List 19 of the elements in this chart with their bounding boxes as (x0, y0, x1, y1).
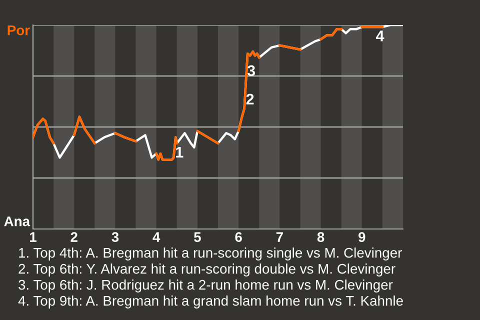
x-tick-label: 7 (276, 232, 283, 242)
text: 3. Top 6th: J. Rodriguez hit a 2-run home run vs M. Clevinger (18, 280, 393, 292)
x-tick-label: 8 (317, 232, 324, 242)
x-tick-label: 2 (70, 232, 78, 242)
annotation: 3 (247, 65, 255, 76)
x-tick-label: 3 (112, 232, 119, 242)
x-tick-label: 5 (194, 232, 201, 242)
x-tick-label: 4 (152, 232, 160, 242)
x-tick-label: 9 (358, 232, 366, 242)
annotation: 4 (376, 30, 384, 42)
text: Por (8, 26, 30, 36)
text: 4. Top 9th: A. Bregman hit a grand slam home run vs T. Kahnle (18, 296, 403, 308)
x-tick-label: 6 (235, 232, 242, 242)
x-tick-label: 1 (30, 232, 36, 242)
annotation: 1 (176, 146, 184, 158)
text: Ana (4, 216, 30, 226)
annotation: 2 (246, 94, 254, 104)
text: 1. Top 4th: A. Bregman hit a run-scoring single vs M. Clevinger (19, 248, 402, 260)
text: 2. Top 6th: Y. Alvarez hit a run-scoring double vs M. Clevinger (18, 264, 396, 276)
